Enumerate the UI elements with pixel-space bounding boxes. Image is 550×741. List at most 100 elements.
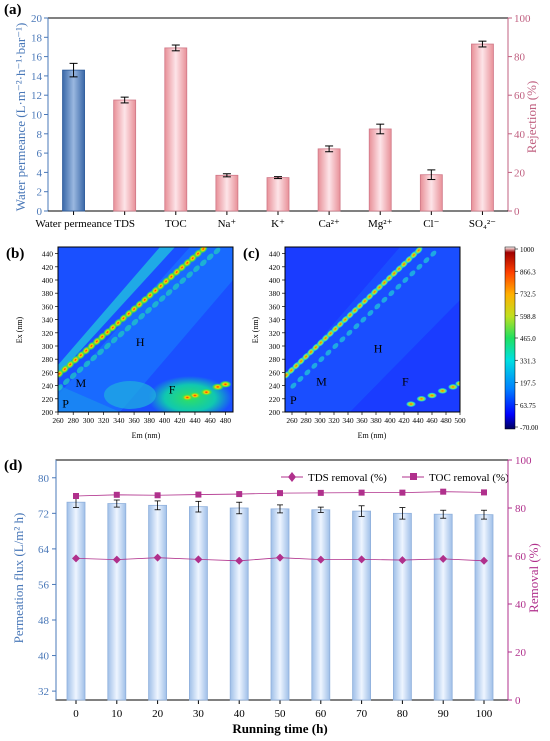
chart-a-ytick-label: 16	[31, 52, 43, 64]
heatmap-region-label-H: H	[136, 335, 145, 349]
chart-d-tds-point	[72, 554, 80, 563]
heatmap-xtick-label: 260	[52, 416, 64, 425]
chart-d-toc-point	[73, 493, 79, 499]
chart-a-bar	[113, 99, 137, 212]
chart-d-toc-point	[195, 491, 202, 498]
ridge-dot	[199, 247, 208, 254]
chart-d-xtick-label: 30	[193, 708, 205, 720]
second-order-ridge-b	[58, 247, 221, 391]
chart-a-category-label: Mg²⁺	[368, 218, 393, 230]
ridge-dot	[172, 283, 180, 290]
heatmap-ytick-label: 440	[42, 250, 54, 259]
heatmap-ytick-label: 340	[42, 316, 54, 325]
ridge-dot	[325, 349, 332, 356]
chart-b-ylabel: Ex (nm)	[15, 316, 24, 343]
heatmap-region-label-H: H	[374, 342, 383, 356]
heatmap-xtick-label: 360	[128, 416, 140, 425]
chart-d-ytick-label: 32	[38, 686, 49, 698]
chart-d-xtick-label: 40	[234, 708, 246, 720]
chart-a: Water permeance (L·m⁻²·h⁻¹·bar⁻¹) Reject…	[13, 13, 539, 230]
chart-d: Permeation flux (L/m² h) Removal (%) Run…	[11, 455, 541, 736]
colorbar	[504, 246, 516, 430]
heatmap-xtick-label: 440	[412, 416, 424, 425]
chart-d-flux-bar	[107, 503, 127, 701]
chart-d-y2tick-label: 40	[515, 599, 527, 611]
heatmap-xtick-label: 380	[370, 416, 382, 425]
chart-a-y2tick-label: 80	[514, 52, 526, 64]
heatmap-xtick-label: 320	[328, 416, 340, 425]
chart-a-y2tick-label: 20	[514, 167, 526, 179]
chart-d-y2label: Removal (%)	[526, 543, 541, 613]
chart-a-bar	[368, 128, 392, 212]
chart-c-xlabel: Em (nm)	[358, 431, 387, 440]
chart-a-y2tick-label: 100	[514, 13, 531, 25]
chart-d-tds-point	[112, 555, 121, 564]
chart-a-ytick-label: 18	[31, 32, 43, 44]
heatmap-xtick-label: 280	[300, 416, 312, 425]
heatmap-ytick-label: 420	[269, 263, 281, 272]
chart-d-toc-point	[113, 491, 120, 498]
panel-label-d: (d)	[4, 458, 22, 474]
chart-a-category-label: Cl⁻	[423, 218, 439, 230]
second-order-ridge-c	[290, 250, 437, 389]
heatmap-ytick-label: 360	[269, 302, 281, 311]
chart-d-toc-point	[399, 489, 406, 496]
chart-a-ytick-label: 8	[37, 129, 43, 141]
chart-a-ytick-label: 14	[31, 71, 43, 83]
chart-d-ytick-label: 56	[38, 579, 50, 591]
chart-d-flux-bar	[188, 506, 208, 701]
heatmap-xtick-label: 420	[174, 416, 186, 425]
ridge-dot	[416, 395, 427, 402]
chart-d-flux-bar	[311, 509, 331, 701]
chart-d-flux-bar	[66, 501, 86, 701]
ridge-dot	[90, 354, 98, 362]
ridge-dot	[455, 380, 460, 387]
chart-d-flux-bar	[229, 507, 249, 701]
ridge-dot	[427, 392, 437, 399]
ridge-dot	[402, 277, 409, 283]
heatmap-region-label-F: F	[402, 375, 409, 389]
ridge-dot	[131, 318, 139, 326]
ridge-dot	[219, 380, 232, 388]
chart-d-toc-point	[440, 488, 447, 495]
heatmap-region-label-M: M	[316, 375, 327, 389]
heatmap-ytick-label: 380	[42, 289, 54, 298]
ridge-dot	[63, 378, 70, 385]
ridge-dot	[199, 259, 207, 267]
chart-a-category-label: Water permeance	[35, 218, 111, 230]
panel-label-b: (b)	[6, 246, 24, 262]
chart-a-y2label: Rejection (%)	[524, 81, 539, 154]
heatmap-xtick-label: 300	[83, 416, 95, 425]
ridge-dot	[332, 343, 339, 349]
colorbar-tick-label: 331.3	[520, 357, 536, 365]
chart-a-category-label: Na⁺	[218, 218, 237, 230]
colorbar-tick-label: 598.8	[520, 313, 536, 321]
ridge-dot	[69, 372, 77, 380]
heatmap-ytick-label: 400	[269, 276, 281, 285]
heatmap-ytick-label: 420	[42, 263, 54, 272]
chart-a-category-label: SO₄²⁻	[469, 218, 496, 230]
ridge-dot	[97, 348, 104, 356]
chart-a-ytick-label: 10	[31, 110, 43, 122]
chart-a-ytick-label: 0	[37, 206, 43, 218]
chart-d-flux-bar	[148, 504, 168, 701]
ridge-dot	[353, 323, 360, 330]
chart-a-category-label: K⁺	[271, 218, 285, 230]
chart-d-toc-point	[481, 489, 487, 496]
chart-d-ytick-label: 64	[38, 544, 50, 556]
heatmap-ytick-label: 300	[269, 342, 281, 351]
ridge-dot	[104, 342, 111, 350]
heatmap-ytick-label: 200	[269, 408, 281, 417]
ridge-dot	[388, 290, 395, 297]
heatmap-ytick-label: 260	[42, 368, 54, 377]
ridge-dot	[290, 382, 297, 389]
heatmap-ytick-label: 280	[42, 355, 54, 364]
ridge-dot	[318, 356, 325, 363]
ridge-dot	[374, 303, 381, 310]
chart-c: 260 280 300 320 340 360 380 400 420 440 460 480 5002…	[251, 246, 539, 440]
chart-d-toc-point	[236, 491, 243, 498]
heatmap-region-label-M: M	[75, 376, 86, 390]
heatmap-ytick-label: 380	[269, 289, 281, 298]
chart-a-bar	[164, 47, 188, 212]
chart-d-flux-bar	[474, 514, 494, 701]
